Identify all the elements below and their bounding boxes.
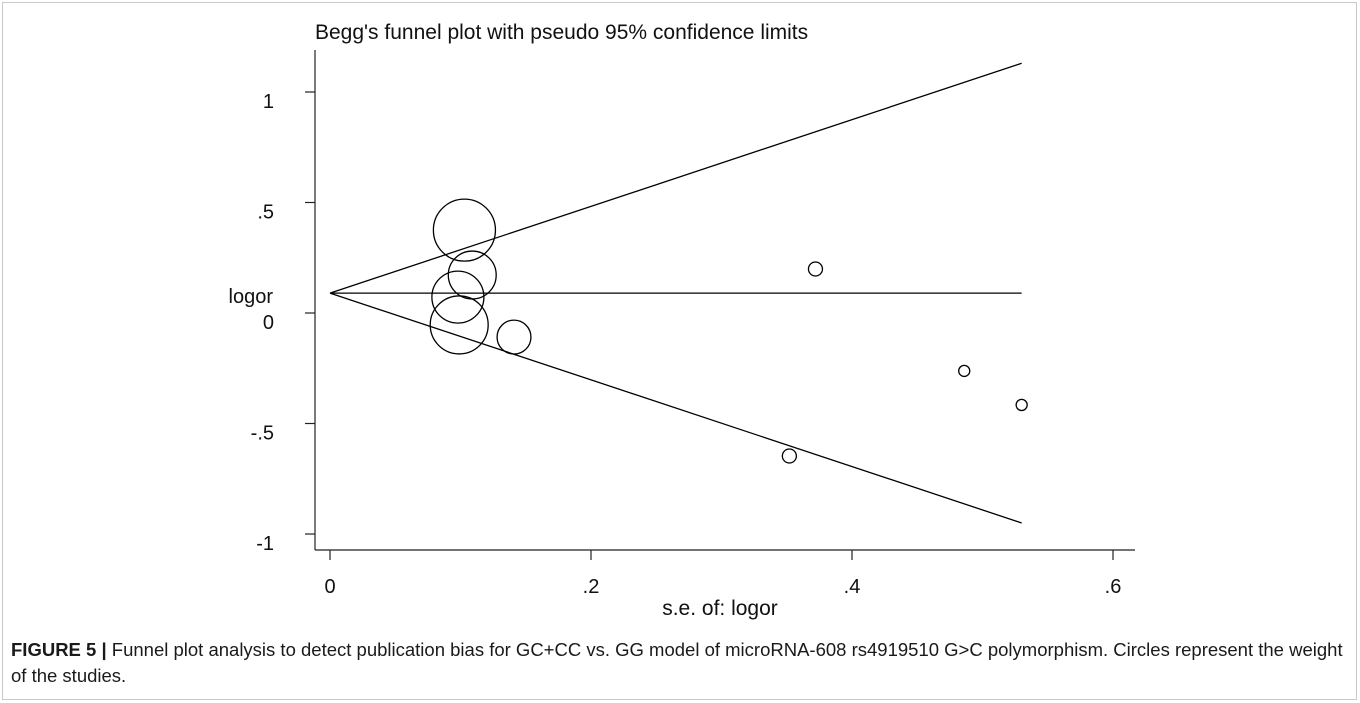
chart-title: Begg's funnel plot with pseudo 95% confi…: [315, 21, 808, 44]
y-axis-label: logor: [229, 286, 274, 308]
x-tick-label: 0: [324, 576, 335, 598]
study-points: [429, 198, 1028, 464]
x-tick-label: .2: [583, 576, 600, 598]
axis-ticks: 1 .5 0 -.5 -1 0 .2 .4 .6: [251, 91, 1122, 598]
x-axis-label: s.e. of: logor: [662, 597, 778, 620]
y-tick-label: 0: [263, 312, 274, 334]
x-tick-label: .6: [1105, 576, 1122, 598]
figure-label: FIGURE 5 |: [11, 639, 107, 660]
study-point-5: [496, 319, 532, 355]
lower-confidence-limit-line: [329, 292, 1022, 524]
study-point-1: [432, 198, 497, 262]
study-point-7: [781, 448, 798, 464]
y-tick-label: 1: [263, 91, 274, 113]
upper-confidence-limit-line: [329, 62, 1022, 294]
study-point-4: [429, 295, 489, 355]
x-tick-label: .4: [844, 576, 861, 598]
study-point-8: [958, 364, 971, 378]
figure-caption: FIGURE 5 | Funnel plot analysis to detec…: [11, 637, 1353, 689]
y-tick-label: -1: [256, 533, 274, 555]
study-point-3: [431, 270, 485, 324]
funnel-lines: [329, 62, 1022, 524]
y-tick-label: .5: [257, 202, 274, 224]
caption-text: Funnel plot analysis to detect publicati…: [11, 639, 1343, 686]
y-tick-label: -.5: [251, 423, 274, 445]
study-point-9: [1015, 398, 1028, 412]
study-point-6: [807, 261, 824, 277]
funnel-plot: Begg's funnel plot with pseudo 95% confi…: [229, 21, 1135, 620]
